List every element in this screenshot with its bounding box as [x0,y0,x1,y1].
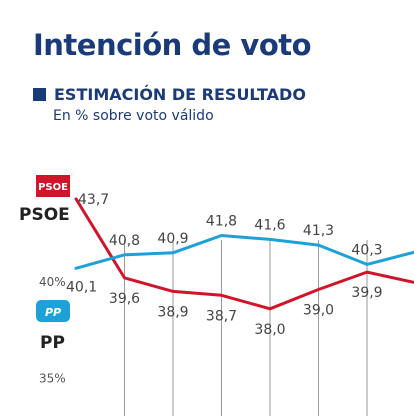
subtitle-row: ESTIMACIÓN DE RESULTADO [33,85,306,104]
data-label: 38,0 [254,322,285,338]
data-label: 41,6 [254,217,285,233]
data-label: 39,9 [351,285,382,301]
data-label: 40,1 [66,279,97,295]
unit-note: En % sobre voto válido [53,108,214,124]
subtitle-square-icon [33,88,46,101]
psoe-logo [36,175,70,197]
y-tick-label: 35% [39,372,66,386]
psoe-name: PSOE [19,205,70,225]
data-label: 40,9 [157,231,188,247]
data-label: 39,6 [109,291,140,307]
psoe-logo-text: PSOE [38,182,68,193]
data-label: 39,0 [303,302,334,318]
data-label: 41,3 [303,223,334,239]
data-label: 41,8 [206,213,237,229]
data-label: 38,9 [157,304,188,320]
data-label: 40,3 [351,242,382,258]
series-line [74,234,414,270]
pp-logo-text: PP [45,306,61,319]
pp-logo [36,300,70,322]
data-label: 40,8 [109,233,140,249]
series-line [74,197,414,311]
chart-title: Intención de voto [33,28,312,62]
data-label: 38,7 [206,308,237,324]
pp-name: PP [40,333,65,353]
data-label: 43,7 [78,192,109,208]
y-tick-label: 40% [39,275,66,289]
chart-subtitle: ESTIMACIÓN DE RESULTADO [54,85,306,104]
